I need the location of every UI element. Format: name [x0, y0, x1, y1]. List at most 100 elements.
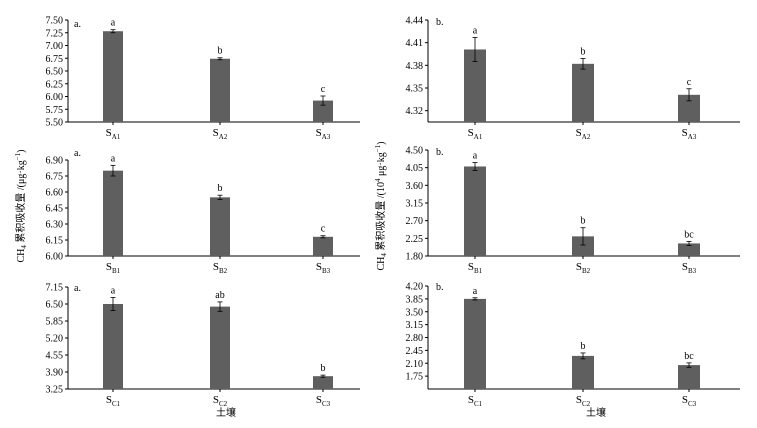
y-tick-label: 3.85: [406, 294, 424, 305]
y-tick-label: 2.10: [406, 359, 424, 370]
y-tick-label: 4.32: [406, 106, 424, 117]
y-tick-label: 3.15: [406, 199, 424, 210]
x-tick-label-base: S: [682, 127, 688, 139]
bar: [572, 355, 594, 389]
bar: [678, 243, 700, 256]
y-tick-label: 7.15: [46, 283, 64, 294]
chart-panel-C-right: 1.752.102.452.803.153.503.854.20 b. aSC1bS…: [406, 282, 740, 419]
x-tick-label: SA1: [468, 127, 483, 141]
x-tick-label-sub: C2: [582, 400, 591, 408]
x-tick-label-base: S: [213, 394, 219, 406]
bar: [464, 166, 486, 256]
x-tick-label-base: S: [106, 394, 112, 406]
panel-label: b.: [436, 147, 444, 158]
y-axis-title-right: CH4 累积吸收量 /(104 μg·kg−1): [374, 141, 388, 270]
x-tick-label-sub: C3: [688, 400, 697, 408]
y-tick-label: 4.20: [406, 282, 424, 293]
x-tick-label: SC1: [106, 394, 121, 408]
y-tick-label: 1.75: [406, 372, 424, 383]
significance-letter: b: [321, 363, 326, 374]
x-tick-label-sub: C1: [112, 400, 121, 408]
significance-letter: a: [473, 25, 478, 36]
x-tick-label: SA2: [576, 127, 591, 141]
significance-letter: a: [473, 286, 478, 297]
y-tick-label: 3.50: [406, 307, 424, 318]
y-tick-label: 2.25: [406, 234, 424, 245]
y-tick-label: 4.38: [406, 61, 424, 72]
y-tick-label: 4.50: [406, 146, 424, 157]
x-tick-label-sub: B3: [322, 267, 331, 275]
y-tick-label: 3.90: [46, 368, 64, 379]
y-tick-label: 2.45: [406, 346, 424, 357]
x-tick-label: SB2: [576, 261, 591, 275]
y-tick-label: 3.15: [406, 320, 424, 331]
significance-letter: ab: [215, 290, 224, 301]
y-tick-label: 4.55: [46, 351, 64, 362]
y-tick-label: 6.90: [46, 156, 64, 167]
y-tick-label: 4.05: [406, 163, 424, 174]
y-tick-label: 6.60: [46, 188, 64, 199]
x-tick-label-base: S: [316, 127, 322, 139]
y-tick-label: 6.50: [46, 300, 64, 311]
x-tick-label: SA1: [106, 127, 121, 141]
panel-label: a.: [74, 283, 81, 294]
y-tick-label: 4.35: [406, 84, 424, 95]
y-axis-title-left: CH4 累积吸收量 /(μg·kg−1): [14, 149, 28, 262]
y-tick-label: 6.00: [46, 92, 64, 103]
x-tick-label-sub: A1: [474, 133, 483, 141]
x-tick-label-base: S: [576, 394, 582, 406]
bar: [678, 365, 700, 389]
x-tick-label-sub: B2: [582, 267, 591, 275]
y-tick-label: 5.85: [46, 317, 64, 328]
panel-label: b.: [436, 282, 444, 293]
significance-letter: b: [581, 341, 586, 352]
y-tick-label: 1.80: [406, 252, 424, 263]
x-tick-label-base: S: [106, 127, 112, 139]
bar: [572, 63, 594, 122]
y-tick-label: 4.41: [406, 38, 424, 49]
bar: [464, 49, 486, 122]
significance-letter: a: [473, 151, 478, 162]
x-tick-label-base: S: [213, 127, 219, 139]
significance-letter: c: [687, 77, 692, 88]
bar: [313, 100, 333, 122]
x-tick-label: SC3: [316, 394, 331, 408]
significance-letter: b: [581, 216, 586, 227]
bar: [464, 298, 486, 389]
x-tick-label-sub: A2: [582, 133, 591, 141]
y-tick-label: 7.50: [46, 16, 64, 27]
y-tick-label: 5.20: [46, 334, 64, 345]
x-tick-label: SB3: [682, 261, 697, 275]
significance-letter: b: [218, 183, 223, 194]
y-tick-label: 6.30: [46, 220, 64, 231]
x-tick-label-base: S: [316, 394, 322, 406]
bar: [313, 236, 333, 256]
x-tick-label-base: S: [468, 127, 474, 139]
x-axis-title: 土壤: [586, 406, 606, 419]
y-tick-label: 2.70: [406, 216, 424, 227]
significance-letter: bc: [684, 229, 694, 240]
chart-panels: 5.505.756.006.256.506.757.007.257.50 a. aS…: [46, 16, 740, 419]
y-tick-label: 2.80: [406, 333, 424, 344]
y-tick-label: 6.25: [46, 79, 64, 90]
y-tick-label: 7.00: [46, 41, 64, 52]
x-tick-label-sub: A2: [219, 133, 228, 141]
x-tick-label: SB2: [213, 261, 228, 275]
bar: [210, 306, 230, 389]
bar: [678, 94, 700, 122]
bar: [210, 197, 230, 256]
significance-letter: b: [218, 46, 223, 57]
panel-label: a.: [74, 148, 81, 159]
significance-letter: a: [111, 285, 116, 296]
x-tick-label: SC3: [682, 394, 697, 408]
x-tick-label-base: S: [468, 394, 474, 406]
x-tick-label-sub: B3: [688, 267, 697, 275]
significance-letter: b: [581, 47, 586, 58]
y-tick-label: 5.50: [46, 118, 64, 129]
x-tick-label: SC2: [213, 394, 228, 408]
x-tick-label-sub: A3: [322, 133, 331, 141]
significance-letter: c: [321, 224, 326, 235]
x-tick-label-base: S: [682, 394, 688, 406]
